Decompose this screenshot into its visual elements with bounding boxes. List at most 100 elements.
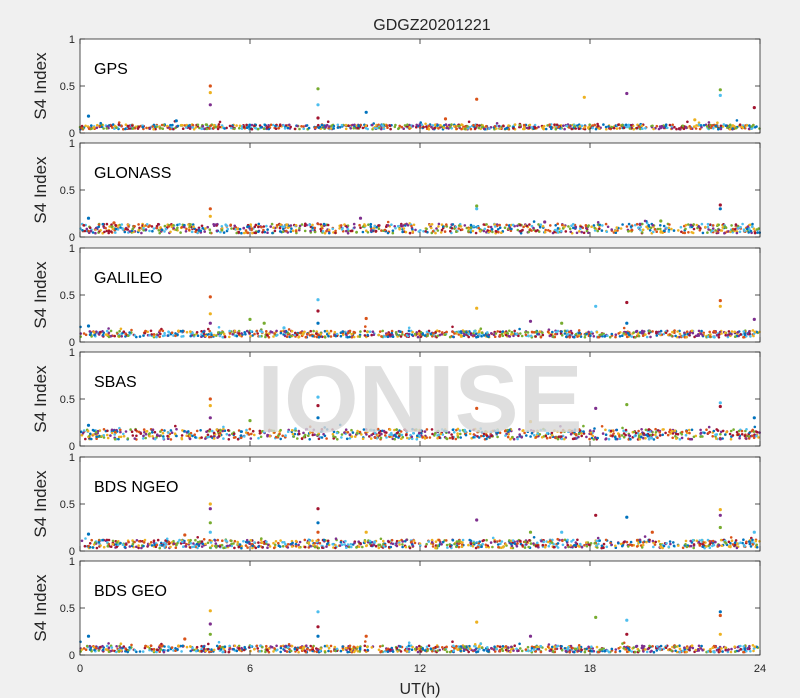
data-point bbox=[179, 231, 182, 234]
data-point bbox=[129, 428, 132, 431]
data-point bbox=[303, 545, 307, 549]
data-point bbox=[155, 226, 159, 230]
data-point bbox=[692, 435, 696, 439]
data-point bbox=[378, 645, 382, 648]
data-point bbox=[471, 544, 475, 548]
data-point bbox=[158, 231, 161, 235]
data-point bbox=[561, 543, 565, 547]
data-point bbox=[505, 223, 508, 227]
data-point bbox=[95, 330, 98, 334]
data-point bbox=[86, 429, 90, 433]
data-point bbox=[164, 227, 168, 231]
data-point bbox=[538, 330, 542, 333]
data-point bbox=[485, 223, 488, 226]
data-point bbox=[345, 229, 348, 233]
data-point bbox=[639, 228, 642, 232]
data-point bbox=[695, 223, 699, 227]
data-point bbox=[756, 231, 759, 234]
data-point bbox=[701, 545, 705, 548]
data-point bbox=[364, 325, 367, 328]
data-point bbox=[149, 329, 153, 333]
y-tick-label: 1 bbox=[69, 347, 75, 359]
data-point bbox=[141, 437, 145, 440]
data-point bbox=[625, 91, 629, 96]
data-point bbox=[236, 543, 239, 546]
data-point bbox=[534, 229, 538, 233]
data-point bbox=[81, 229, 84, 232]
data-point bbox=[395, 544, 399, 548]
data-point bbox=[379, 537, 383, 541]
data-point bbox=[256, 127, 260, 131]
data-point bbox=[426, 334, 429, 338]
data-point bbox=[445, 223, 448, 226]
data-point bbox=[706, 222, 710, 226]
data-point bbox=[117, 435, 121, 439]
data-point bbox=[747, 231, 750, 234]
data-point bbox=[447, 123, 451, 127]
data-point bbox=[232, 436, 236, 439]
data-point bbox=[119, 226, 122, 229]
data-point bbox=[455, 332, 458, 335]
data-point bbox=[138, 335, 142, 338]
data-point bbox=[675, 127, 678, 131]
data-point bbox=[126, 125, 130, 128]
data-point bbox=[677, 127, 681, 130]
data-point bbox=[345, 546, 348, 549]
data-point bbox=[336, 126, 340, 129]
data-point bbox=[372, 543, 376, 547]
data-point bbox=[96, 123, 99, 127]
data-point bbox=[348, 329, 352, 333]
data-point bbox=[368, 330, 372, 334]
data-point bbox=[215, 229, 219, 233]
data-point bbox=[674, 434, 677, 438]
data-point bbox=[654, 427, 657, 431]
data-point bbox=[743, 333, 747, 337]
data-point bbox=[316, 507, 320, 511]
data-point bbox=[283, 334, 287, 338]
data-point bbox=[692, 543, 696, 546]
data-point bbox=[702, 124, 706, 127]
data-point bbox=[639, 225, 642, 229]
data-point bbox=[684, 227, 687, 231]
data-point bbox=[359, 226, 362, 230]
data-point bbox=[401, 540, 405, 543]
data-point bbox=[622, 432, 626, 435]
data-point bbox=[712, 429, 716, 433]
data-point bbox=[128, 331, 131, 334]
data-point bbox=[561, 539, 564, 543]
data-point bbox=[629, 540, 633, 544]
data-point bbox=[516, 228, 520, 232]
data-point bbox=[359, 330, 362, 333]
data-point bbox=[699, 332, 703, 336]
data-point bbox=[445, 543, 449, 547]
data-point bbox=[313, 226, 317, 230]
data-point bbox=[638, 125, 641, 129]
data-point bbox=[248, 125, 251, 128]
data-point bbox=[267, 336, 271, 339]
data-point bbox=[698, 229, 702, 232]
data-point bbox=[106, 436, 110, 440]
data-point bbox=[315, 332, 318, 335]
data-point bbox=[246, 431, 250, 435]
data-point bbox=[688, 431, 691, 435]
data-point bbox=[434, 540, 438, 543]
data-point bbox=[731, 124, 735, 127]
data-point bbox=[578, 331, 581, 335]
data-point bbox=[391, 542, 395, 546]
data-point bbox=[668, 333, 671, 336]
data-point bbox=[731, 434, 735, 437]
data-point bbox=[560, 530, 564, 534]
data-point bbox=[107, 327, 110, 330]
data-point bbox=[751, 543, 755, 546]
data-point bbox=[105, 538, 109, 542]
data-point bbox=[730, 224, 733, 227]
data-point bbox=[153, 437, 157, 441]
data-point bbox=[327, 649, 330, 653]
data-point bbox=[672, 544, 676, 548]
data-point bbox=[124, 430, 128, 433]
data-point bbox=[752, 227, 756, 230]
data-point bbox=[755, 546, 759, 549]
data-point bbox=[524, 333, 528, 337]
y-tick-label: 0.5 bbox=[60, 290, 75, 302]
